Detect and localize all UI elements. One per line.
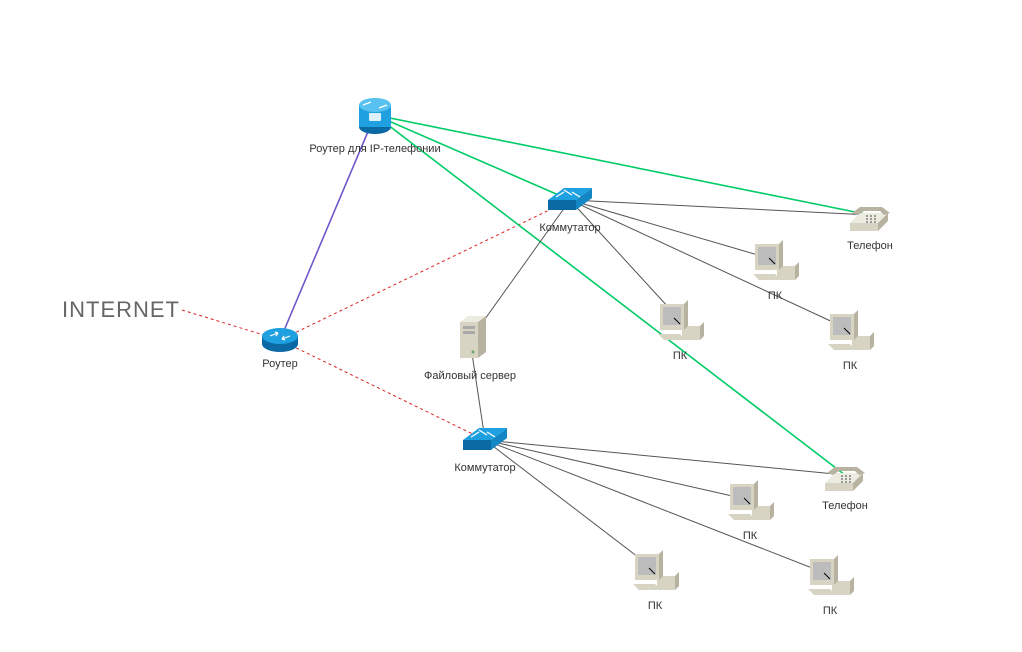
node-router (262, 328, 298, 352)
node-pc_b3 (808, 555, 854, 595)
label-pc_b3: ПК (823, 605, 837, 617)
label-pc_t1: ПК (768, 290, 782, 302)
node-pc_t1 (753, 240, 799, 280)
label-ip_router: Роутер для IP-телефонии (309, 143, 440, 155)
label-switch2: Коммутатор (454, 462, 515, 474)
node-pc_t2 (658, 300, 704, 340)
edge-ip_router-switch1 (375, 115, 570, 200)
label-pc_t2: ПК (673, 350, 687, 362)
label-switch1: Коммутатор (539, 222, 600, 234)
edge-switch1-pc_t3 (570, 200, 850, 330)
label-pc_b2: ПК (648, 600, 662, 612)
node-phone_b (825, 467, 865, 491)
node-pc_t3 (828, 310, 874, 350)
edge-switch2-phone_b (485, 440, 845, 475)
label-router: Роутер (262, 358, 298, 370)
edge-router-switch1 (280, 200, 570, 340)
node-pc_b1 (728, 480, 774, 520)
label-phone_t: Телефон (847, 240, 893, 252)
internet-label: INTERNET (62, 297, 180, 323)
node-pc_b2 (633, 550, 679, 590)
edge-router-switch2 (280, 340, 485, 440)
edge-ip_router-phone_t (375, 115, 870, 215)
node-ip_router (359, 98, 391, 134)
node-phone_t (850, 207, 890, 231)
label-pc_t3: ПК (843, 360, 857, 372)
label-pc_b1: ПК (743, 530, 757, 542)
network-diagram (0, 0, 1022, 652)
label-fileserver: Файловый сервер (424, 370, 516, 382)
node-fileserver (460, 316, 486, 358)
edge-switch1-pc_t2 (570, 200, 680, 320)
label-phone_b: Телефон (822, 500, 868, 512)
node-switch2 (463, 428, 507, 450)
